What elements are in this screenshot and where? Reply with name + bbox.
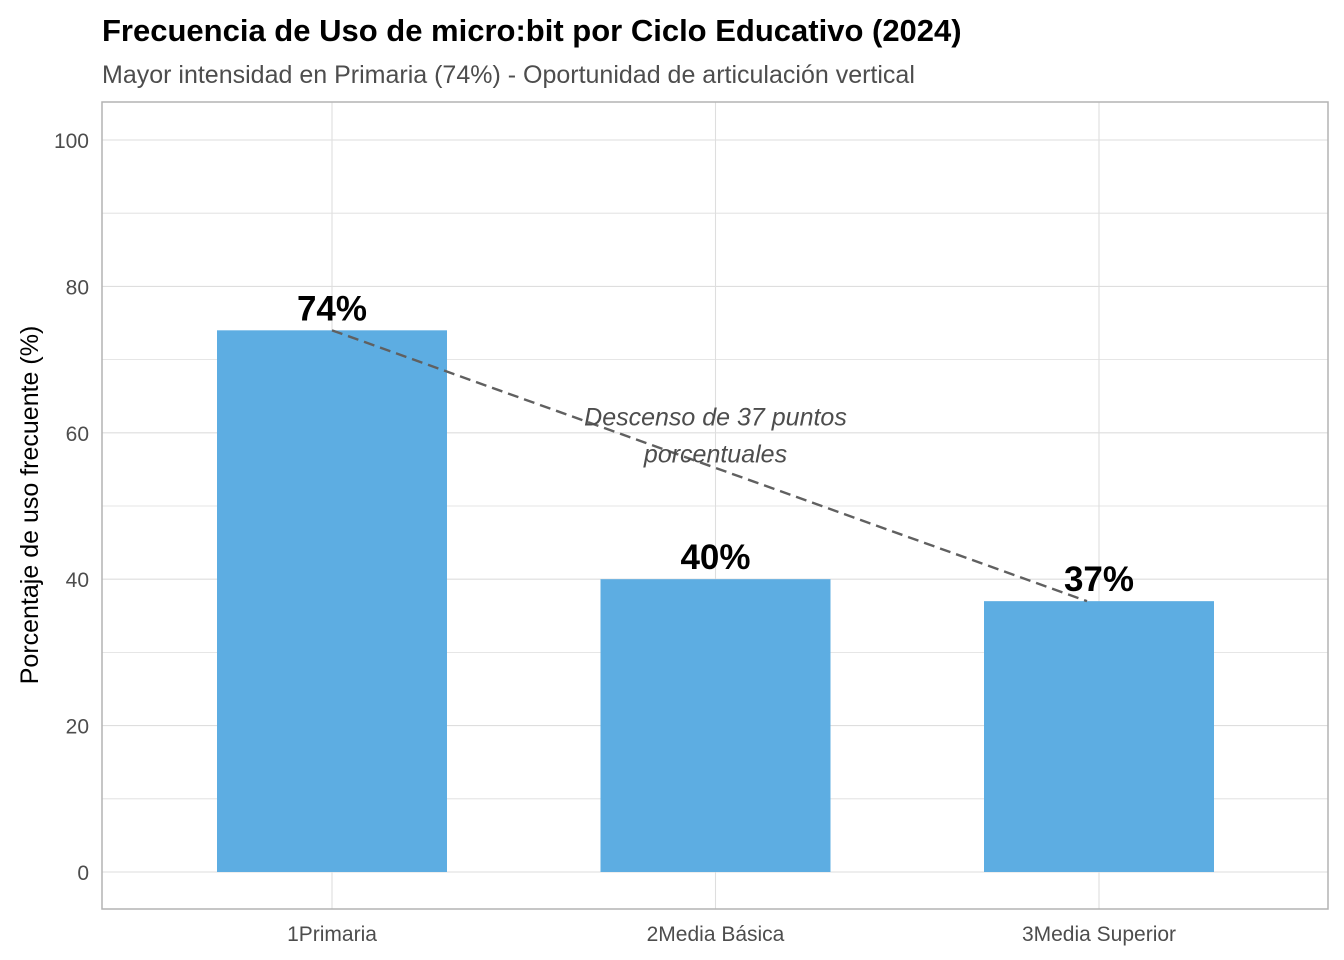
axis-ticks: 0 20 40 60 80 100 1Primaria 2Media Básica 3Media… (54, 130, 1176, 946)
data-labels: 74% 40% 37% (297, 289, 1134, 599)
chart-subtitle: Mayor intensidad en Primaria (74%) - Opo… (102, 61, 915, 89)
y-tick-label: 80 (66, 276, 89, 299)
x-tick-label: 1Primaria (287, 923, 377, 946)
bar-1primaria (217, 330, 447, 872)
x-tick-label: 2Media Básica (647, 923, 785, 946)
y-axis-label: Porcentaje de uso frecuente (%) (16, 326, 44, 685)
chart-title: Frecuencia de Uso de micro:bit por Ciclo… (102, 13, 962, 48)
y-tick-label: 100 (54, 130, 89, 153)
y-tick-label: 0 (77, 862, 89, 885)
trend-line (331, 329, 1088, 603)
annotation-group: Descenso de 37 puntos porcentuales (584, 403, 847, 468)
bar-2media-b-sica (600, 579, 831, 872)
trend-line-group (331, 329, 1088, 603)
annotation-text-line: porcentuales (643, 440, 787, 468)
y-tick-label: 20 (66, 716, 89, 739)
data-label: 40% (680, 538, 750, 577)
bar-3media-superior (984, 601, 1214, 872)
y-tick-label: 60 (66, 423, 89, 446)
y-tick-label: 40 (66, 569, 89, 592)
bars (217, 330, 1214, 872)
data-label: 37% (1064, 560, 1134, 599)
x-tick-label: 3Media Superior (1022, 923, 1176, 946)
data-label: 74% (297, 289, 367, 328)
annotation-text-line: Descenso de 37 puntos (584, 403, 847, 431)
plot-border (101, 101, 1329, 910)
